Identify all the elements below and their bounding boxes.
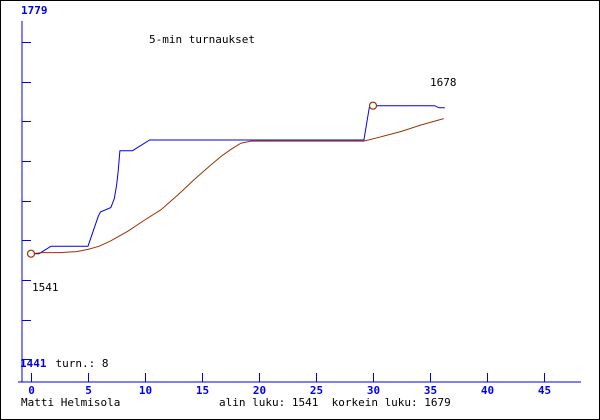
x-axis-tick-label: 20: [253, 384, 266, 397]
max-annotation: 1678: [430, 76, 457, 89]
chart-title: 5-min turnaukset: [149, 33, 255, 46]
x-axis-tick-label: 35: [424, 384, 437, 397]
player-name: Matti Helmisola: [21, 396, 121, 409]
x-axis-tick-label: 45: [538, 384, 551, 397]
x-axis-tick-label: 5: [85, 384, 92, 397]
x-axis-tick-label: 10: [139, 384, 152, 397]
x-axis-tick-label: 30: [367, 384, 380, 397]
y-axis-min-row: 1441 turn.: 8: [20, 357, 108, 370]
x-axis-tick-label: 15: [196, 384, 209, 397]
trend-line: [30, 118, 444, 255]
tournament-count-label: turn.: 8: [55, 357, 109, 370]
rating-line: [31, 105, 445, 255]
y-axis-max-label: 1779: [21, 4, 48, 17]
max-marker: [368, 101, 378, 110]
x-axis-tick-label: 40: [481, 384, 494, 397]
min-annotation: 1541: [32, 281, 59, 294]
x-axis-tick-label: 25: [310, 384, 323, 397]
x-axis-tick-label: 0: [28, 384, 35, 397]
y-axis-min-label: 1441: [20, 357, 47, 370]
stats-summary: alin luku: 1541 korkein luku: 1679: [219, 396, 451, 409]
min-marker: [26, 249, 36, 258]
